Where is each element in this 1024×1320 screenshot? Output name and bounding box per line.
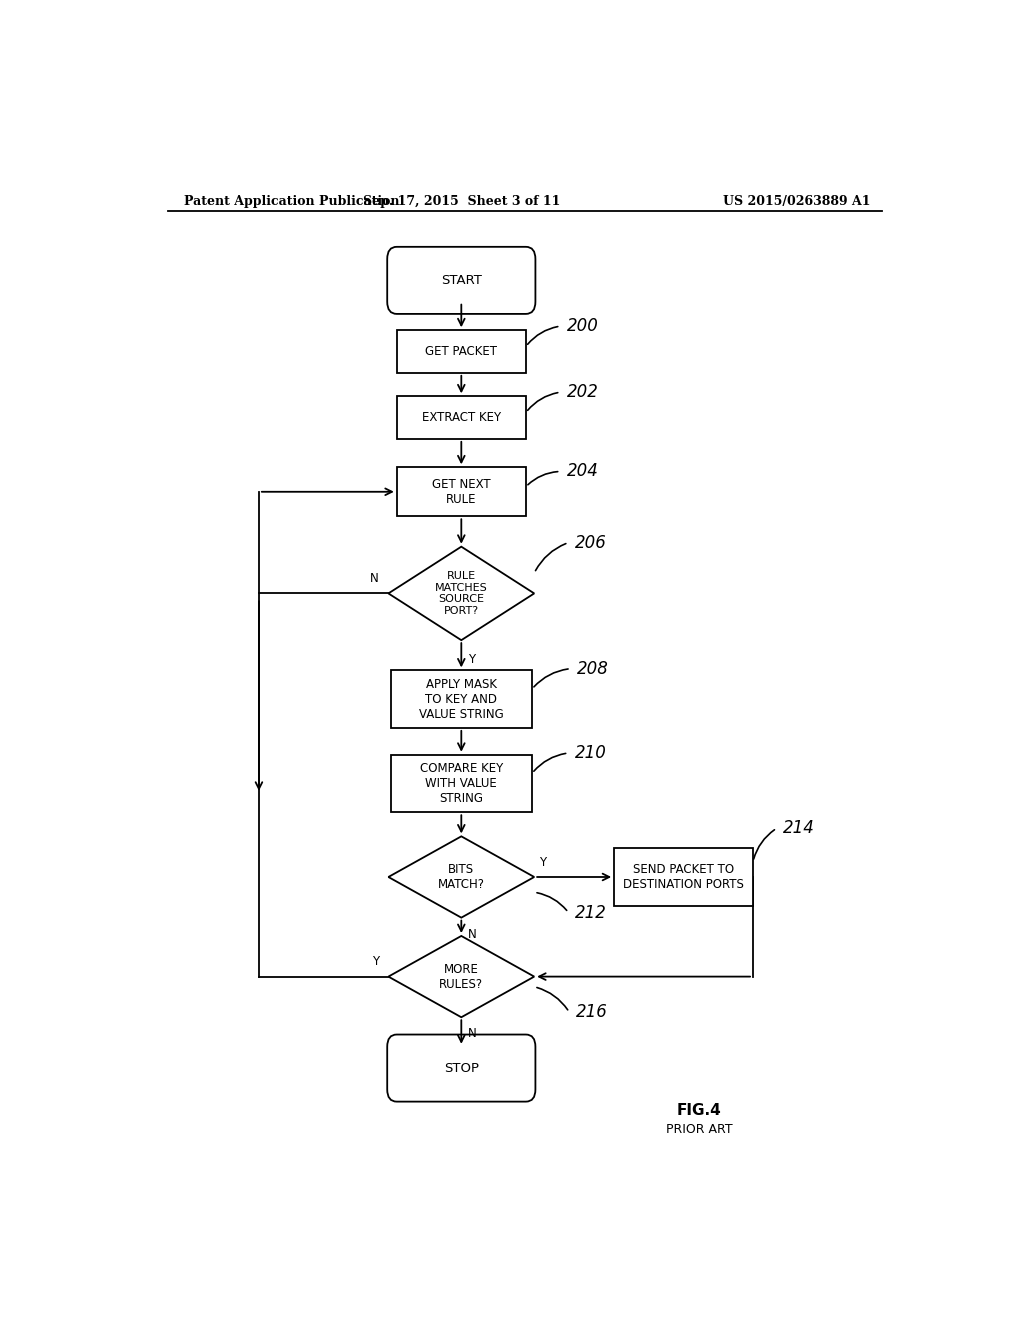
Bar xyxy=(396,467,526,516)
Text: PRIOR ART: PRIOR ART xyxy=(666,1122,733,1135)
Text: US 2015/0263889 A1: US 2015/0263889 A1 xyxy=(723,194,870,207)
Text: COMPARE KEY
WITH VALUE
STRING: COMPARE KEY WITH VALUE STRING xyxy=(420,762,503,805)
Text: APPLY MASK
TO KEY AND
VALUE STRING: APPLY MASK TO KEY AND VALUE STRING xyxy=(419,677,504,721)
Text: START: START xyxy=(441,273,481,286)
Polygon shape xyxy=(388,546,535,640)
Text: N: N xyxy=(370,573,379,585)
Text: 216: 216 xyxy=(575,1003,607,1022)
Text: 200: 200 xyxy=(567,317,599,335)
Text: GET NEXT
RULE: GET NEXT RULE xyxy=(432,478,490,506)
Text: N: N xyxy=(468,1027,476,1040)
Bar xyxy=(396,396,526,440)
Text: 202: 202 xyxy=(567,383,599,401)
Bar xyxy=(396,330,526,372)
Text: Y: Y xyxy=(372,956,379,969)
Polygon shape xyxy=(388,936,535,1018)
Bar xyxy=(390,671,532,727)
Polygon shape xyxy=(388,837,535,917)
Text: 212: 212 xyxy=(574,904,606,921)
Text: EXTRACT KEY: EXTRACT KEY xyxy=(422,411,501,424)
Text: GET PACKET: GET PACKET xyxy=(425,345,498,358)
Text: BITS
MATCH?: BITS MATCH? xyxy=(438,863,484,891)
FancyBboxPatch shape xyxy=(387,247,536,314)
Bar xyxy=(614,849,753,906)
Text: 210: 210 xyxy=(574,744,606,762)
Text: FIG.4: FIG.4 xyxy=(677,1104,722,1118)
Text: Patent Application Publication: Patent Application Publication xyxy=(183,194,399,207)
Text: 208: 208 xyxy=(578,660,609,677)
Text: STOP: STOP xyxy=(443,1061,479,1074)
Text: Y: Y xyxy=(468,653,475,667)
Text: Sep. 17, 2015  Sheet 3 of 11: Sep. 17, 2015 Sheet 3 of 11 xyxy=(362,194,560,207)
Text: SEND PACKET TO
DESTINATION PORTS: SEND PACKET TO DESTINATION PORTS xyxy=(623,863,744,891)
Text: MORE
RULES?: MORE RULES? xyxy=(439,962,483,990)
Text: 214: 214 xyxy=(783,820,815,837)
Text: N: N xyxy=(468,928,476,941)
Text: 206: 206 xyxy=(574,533,606,552)
Bar xyxy=(390,755,532,812)
Text: Y: Y xyxy=(539,855,546,869)
FancyBboxPatch shape xyxy=(387,1035,536,1102)
Text: RULE
MATCHES
SOURCE
PORT?: RULE MATCHES SOURCE PORT? xyxy=(435,572,487,616)
Text: 204: 204 xyxy=(567,462,599,480)
